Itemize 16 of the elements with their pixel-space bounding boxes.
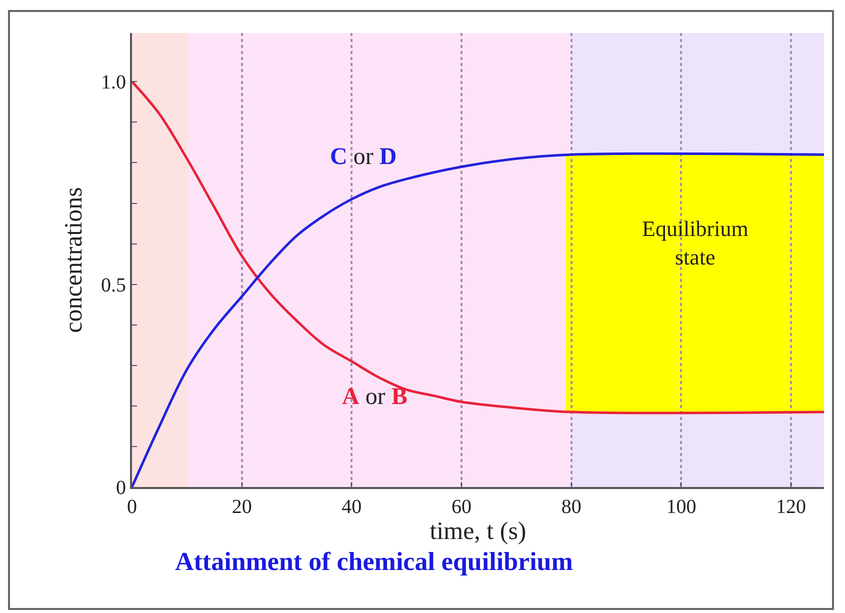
x-tick-label: 80 [561, 496, 582, 518]
x-tick-label: 20 [232, 496, 252, 518]
y-tick-label: 0.5 [101, 274, 126, 296]
x-tick-label: 60 [452, 496, 472, 518]
line-series [132, 80, 824, 414]
series-label: A or B [342, 384, 408, 410]
x-axis-title: time, t (s) [430, 518, 526, 545]
text: Attainment of chemical equilibrium [175, 547, 574, 576]
y-tick-label: 0 [116, 477, 126, 499]
x-tick-label: 120 [776, 496, 806, 518]
x-tick-label: 40 [342, 496, 362, 518]
y-axis-title: concentrations [60, 187, 88, 333]
x-tick-label: 100 [666, 496, 696, 518]
series-label: C or D [330, 144, 397, 170]
y-tick-label: 1.0 [101, 72, 126, 94]
band-label: Equilibrium state [642, 216, 748, 270]
